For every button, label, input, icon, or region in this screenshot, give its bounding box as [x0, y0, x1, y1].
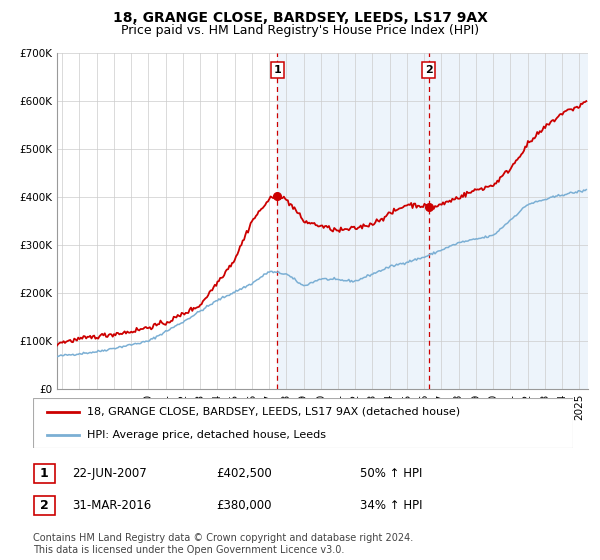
Text: 2: 2 — [425, 65, 433, 75]
Text: £402,500: £402,500 — [216, 466, 272, 480]
Text: 31-MAR-2016: 31-MAR-2016 — [72, 498, 151, 512]
Text: 1: 1 — [40, 466, 49, 480]
Text: Contains HM Land Registry data © Crown copyright and database right 2024.
This d: Contains HM Land Registry data © Crown c… — [33, 533, 413, 555]
Text: 18, GRANGE CLOSE, BARDSEY, LEEDS, LS17 9AX (detached house): 18, GRANGE CLOSE, BARDSEY, LEEDS, LS17 9… — [87, 407, 460, 417]
Text: 22-JUN-2007: 22-JUN-2007 — [72, 466, 147, 480]
Text: £380,000: £380,000 — [216, 498, 271, 512]
Bar — [277, 53, 428, 389]
Text: 50% ↑ HPI: 50% ↑ HPI — [360, 466, 422, 480]
Text: HPI: Average price, detached house, Leeds: HPI: Average price, detached house, Leed… — [87, 431, 326, 440]
Text: 1: 1 — [273, 65, 281, 75]
Text: 18, GRANGE CLOSE, BARDSEY, LEEDS, LS17 9AX: 18, GRANGE CLOSE, BARDSEY, LEEDS, LS17 9… — [113, 11, 487, 25]
Text: Price paid vs. HM Land Registry's House Price Index (HPI): Price paid vs. HM Land Registry's House … — [121, 24, 479, 36]
Text: 2: 2 — [40, 498, 49, 512]
Bar — [428, 53, 588, 389]
Text: 34% ↑ HPI: 34% ↑ HPI — [360, 498, 422, 512]
